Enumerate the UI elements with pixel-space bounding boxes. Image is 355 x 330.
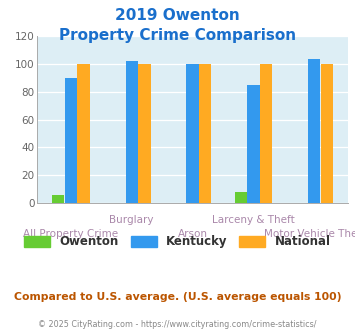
Text: Compared to U.S. average. (U.S. average equals 100): Compared to U.S. average. (U.S. average … — [14, 292, 341, 302]
Text: Burglary: Burglary — [109, 214, 154, 225]
Bar — [126, 61, 138, 203]
Text: Larceny & Theft: Larceny & Theft — [212, 214, 295, 225]
Text: All Property Crime: All Property Crime — [23, 229, 118, 239]
Bar — [247, 85, 260, 203]
Text: Arson: Arson — [178, 229, 208, 239]
Bar — [235, 192, 247, 203]
Bar — [186, 64, 199, 203]
Text: Property Crime Comparison: Property Crime Comparison — [59, 28, 296, 43]
Text: Motor Vehicle Theft: Motor Vehicle Theft — [264, 229, 355, 239]
Text: © 2025 CityRating.com - https://www.cityrating.com/crime-statistics/: © 2025 CityRating.com - https://www.city… — [38, 320, 317, 329]
Bar — [77, 64, 90, 203]
Bar — [65, 78, 77, 203]
Bar — [321, 64, 333, 203]
Bar — [138, 64, 151, 203]
Legend: Owenton, Kentucky, National: Owenton, Kentucky, National — [20, 231, 335, 253]
Bar — [199, 64, 212, 203]
Bar — [260, 64, 272, 203]
Bar — [52, 195, 64, 203]
Bar — [308, 58, 321, 203]
Text: 2019 Owenton: 2019 Owenton — [115, 8, 240, 23]
